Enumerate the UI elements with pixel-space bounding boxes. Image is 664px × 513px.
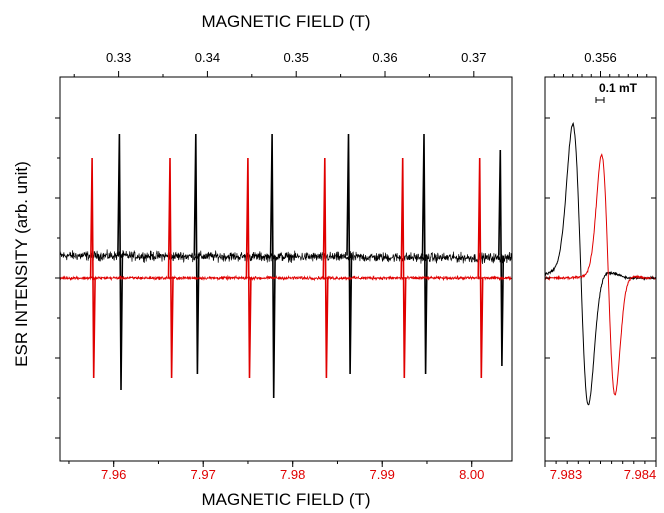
y-axis-title: ESR INTENSITY (arb. unit): [12, 161, 31, 367]
red-resonance-line: [89, 157, 96, 379]
red-resonance-line: [245, 157, 252, 379]
bottom-tick-label: 7.97: [191, 467, 216, 482]
black-resonance-line: [193, 133, 200, 375]
bottom-tick-label: 7.96: [101, 467, 126, 482]
main-panel: [60, 133, 512, 399]
zoom-bottom-tick-label: 7.983: [550, 467, 583, 482]
red-resonance-line: [477, 157, 484, 379]
series-black-baseline: [60, 249, 512, 264]
black-resonance-line: [117, 133, 124, 391]
zoom-series-red: [545, 153, 656, 396]
bottom-axis-title: MAGNETIC FIELD (T): [201, 490, 370, 509]
bottom-tick-label: 7.98: [280, 467, 305, 482]
zoom-panel: [545, 122, 656, 406]
black-resonance-line: [421, 133, 428, 375]
bottom-tick-label: 8.00: [459, 467, 484, 482]
top-tick-label: 0.33: [106, 50, 131, 65]
main-frame: [59, 76, 513, 462]
red-resonance-line: [400, 157, 407, 379]
zoom-series-black: [545, 122, 656, 406]
top-tick-label: 0.35: [284, 50, 309, 65]
series-red-baseline: [60, 274, 512, 282]
bottom-tick-label: 7.99: [370, 467, 395, 482]
zoom-bottom-tick-label: 7.984: [624, 467, 657, 482]
top-tick-label: 0.36: [372, 50, 397, 65]
black-resonance-line: [269, 133, 276, 399]
red-resonance-line: [322, 157, 329, 379]
top-tick-label: 0.37: [461, 50, 486, 65]
top-axis-title: MAGNETIC FIELD (T): [201, 12, 370, 31]
black-resonance-line: [498, 149, 505, 367]
scale-bar-label: 0.1 mT: [599, 81, 638, 95]
zoom-top-tick-label: 0.356: [584, 50, 617, 65]
black-resonance-line: [346, 133, 353, 375]
red-resonance-line: [167, 157, 174, 379]
top-tick-label: 0.34: [195, 50, 220, 65]
zoom-frame: [544, 76, 657, 462]
